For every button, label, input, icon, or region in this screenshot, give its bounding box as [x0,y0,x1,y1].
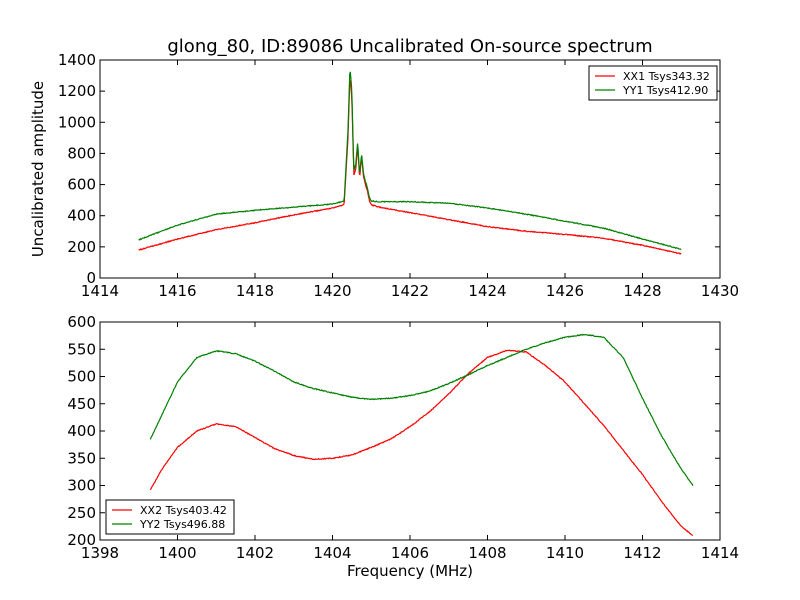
x-tick-label: 1426 [546,282,584,300]
legend-entry-1: XX2 Tsys403.42 [140,504,227,517]
y-tick-label: 0 [86,269,96,287]
legend-entry-2: YY2 Tsys496.88 [139,518,225,531]
y-tick-label: 400 [67,207,96,225]
x-tick-label: 1416 [158,282,196,300]
x-tick-label: 1430 [701,282,739,300]
x-tick-label: 1414 [701,544,739,562]
x-tick-label: 1412 [623,544,661,562]
y-tick-label: 600 [67,176,96,194]
x-tick-label: 1400 [158,544,196,562]
y-tick-label: 550 [67,340,96,358]
series-group [138,71,682,255]
x-tick-label: 1402 [236,544,274,562]
chart-panel-1: glong_80, ID:89086 Uncalibrated On-sourc… [29,36,739,300]
y-tick-label: 1400 [58,51,96,69]
x-tick-label: 1404 [313,544,351,562]
y-tick-label: 350 [67,449,96,467]
y-tick-label: 800 [67,144,96,162]
y-tick-label: 450 [67,395,96,413]
x-tick-label: 1398 [81,544,119,562]
y-tick-label: 500 [67,368,96,386]
y-tick-label: 200 [67,238,96,256]
legend-entry-2: YY1 Tsys412.90 [622,84,708,97]
x-tick-label: 1406 [391,544,429,562]
x-tick-label: 1414 [81,282,119,300]
series-line-2 [149,333,694,486]
x-tick-label: 1408 [468,544,506,562]
x-tick-label: 1424 [468,282,506,300]
plots-container: glong_80, ID:89086 Uncalibrated On-sourc… [29,36,739,580]
x-tick-label: 1410 [546,544,584,562]
legend-box [105,499,235,535]
x-tick-label: 1418 [236,282,274,300]
x-tick-label: 1422 [391,282,429,300]
y-tick-label: 300 [67,477,96,495]
x-tick-label: 1420 [313,282,351,300]
y-axis-label: Uncalibrated amplitude [29,81,47,257]
legend-box [588,65,718,101]
legend-entry-1: XX1 Tsys343.32 [623,70,710,83]
x-axis-label: Frequency (MHz) [347,562,473,580]
y-tick-label: 1000 [58,113,96,131]
series-line-1 [138,80,682,255]
series-group [149,333,694,536]
y-tick-label: 1200 [58,82,96,100]
chart-title: glong_80, ID:89086 Uncalibrated On-sourc… [167,36,652,57]
series-line-2 [138,71,682,250]
y-tick-label: 400 [67,422,96,440]
y-tick-label: 600 [67,313,96,331]
x-tick-label: 1428 [623,282,661,300]
chart-panel-2: 1398 1400 1402 1404 1406 1408 1410 1412 1414 200 2… [67,313,739,580]
y-tick-label: 200 [67,531,96,549]
series-line-1 [149,349,694,536]
y-tick-label: 250 [67,504,96,522]
